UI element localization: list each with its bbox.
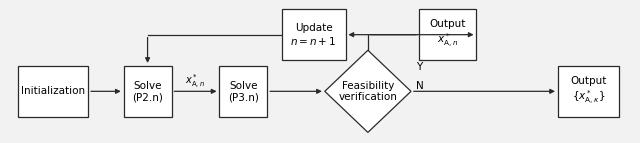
Text: N: N — [416, 81, 424, 91]
FancyBboxPatch shape — [18, 66, 88, 117]
Polygon shape — [324, 50, 411, 132]
Text: Y: Y — [416, 62, 422, 72]
Text: Initialization: Initialization — [21, 86, 85, 96]
Text: Output
$x^*_{\mathrm{A},n}$: Output $x^*_{\mathrm{A},n}$ — [429, 19, 466, 50]
FancyBboxPatch shape — [419, 9, 476, 60]
Text: Solve
(P3.n): Solve (P3.n) — [228, 81, 259, 102]
Text: Update
$n=n+1$: Update $n=n+1$ — [291, 23, 337, 47]
Text: Feasibility
verification: Feasibility verification — [339, 81, 397, 102]
FancyBboxPatch shape — [220, 66, 268, 117]
FancyBboxPatch shape — [558, 66, 618, 117]
Text: $x^*_{\mathrm{A},n}$: $x^*_{\mathrm{A},n}$ — [186, 73, 205, 91]
Text: Solve
(P2.n): Solve (P2.n) — [132, 81, 163, 102]
FancyBboxPatch shape — [124, 66, 172, 117]
Text: Output
$\{x^*_{\mathrm{A},\kappa}\}$: Output $\{x^*_{\mathrm{A},\kappa}\}$ — [570, 76, 607, 107]
FancyBboxPatch shape — [282, 9, 346, 60]
